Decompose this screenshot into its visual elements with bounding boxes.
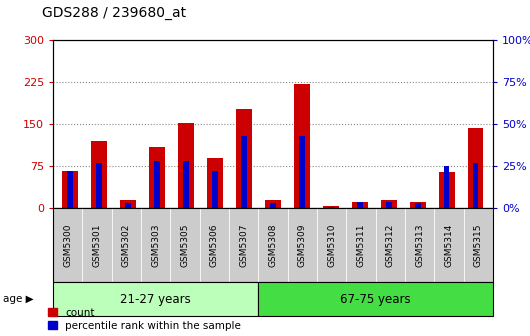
Bar — [357, 202, 363, 208]
Bar — [439, 172, 455, 208]
Text: GSM5301: GSM5301 — [93, 223, 101, 267]
Bar — [241, 136, 247, 208]
Text: GSM5306: GSM5306 — [210, 223, 219, 267]
Bar — [352, 202, 368, 208]
Bar — [178, 123, 194, 208]
Bar — [294, 84, 310, 208]
Bar — [473, 163, 479, 208]
Bar — [415, 203, 420, 208]
Bar — [467, 128, 483, 208]
Bar — [265, 200, 281, 208]
Bar — [149, 147, 165, 208]
Text: GSM5314: GSM5314 — [445, 223, 453, 267]
Bar — [299, 136, 305, 208]
Bar — [328, 207, 334, 208]
Bar — [63, 171, 78, 208]
Bar — [386, 202, 392, 208]
Text: 67-75 years: 67-75 years — [340, 293, 411, 305]
Text: GSM5308: GSM5308 — [269, 223, 277, 267]
Text: GSM5310: GSM5310 — [327, 223, 336, 267]
Text: GSM5315: GSM5315 — [474, 223, 483, 267]
Text: GSM5309: GSM5309 — [298, 223, 307, 267]
Bar — [444, 166, 449, 208]
Bar — [270, 203, 276, 208]
Bar — [212, 171, 218, 208]
Text: GSM5307: GSM5307 — [239, 223, 248, 267]
Bar — [323, 206, 339, 208]
Text: GDS288 / 239680_at: GDS288 / 239680_at — [42, 6, 187, 20]
Text: 21-27 years: 21-27 years — [120, 293, 191, 305]
Bar — [120, 200, 136, 208]
Text: GSM5302: GSM5302 — [122, 223, 131, 267]
Text: GSM5303: GSM5303 — [151, 223, 160, 267]
Bar — [126, 203, 131, 208]
Text: GSM5300: GSM5300 — [63, 223, 72, 267]
Text: GSM5312: GSM5312 — [386, 223, 395, 267]
Text: GSM5305: GSM5305 — [181, 223, 189, 267]
Bar — [236, 109, 252, 208]
Bar — [207, 158, 223, 208]
Bar — [91, 141, 107, 208]
Bar — [183, 161, 189, 208]
Text: GSM5311: GSM5311 — [357, 223, 365, 267]
Text: GSM5313: GSM5313 — [415, 223, 424, 267]
Bar — [381, 200, 396, 208]
Bar — [410, 202, 426, 208]
Legend: count, percentile rank within the sample: count, percentile rank within the sample — [48, 308, 241, 331]
Text: age ▶: age ▶ — [3, 294, 33, 304]
Bar — [67, 171, 73, 208]
Bar — [154, 161, 160, 208]
Bar — [96, 163, 102, 208]
